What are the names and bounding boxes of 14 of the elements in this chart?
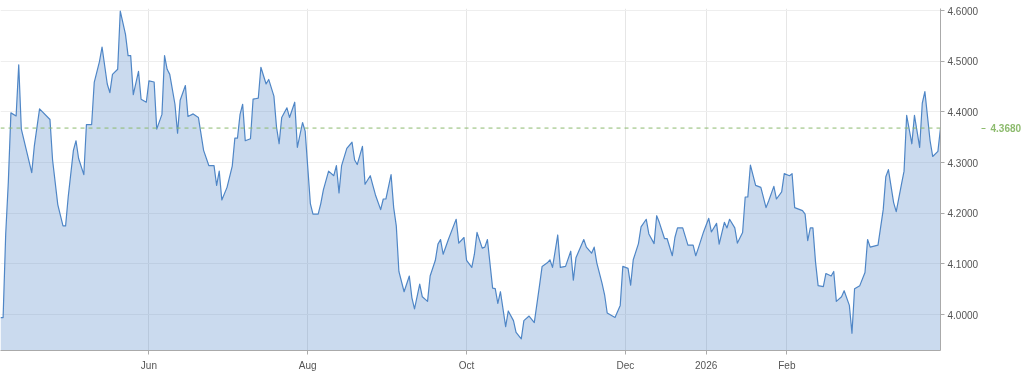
x-tick-label: 2026 (695, 359, 718, 371)
y-tick-label: 4.5000 (947, 56, 979, 68)
x-tick-label: Oct (458, 359, 475, 371)
y-tick-label: 4.3000 (947, 157, 979, 169)
y-tick-label: 4.1000 (947, 258, 979, 270)
x-tick-label: Jun (140, 359, 157, 371)
x-tick-label: Dec (616, 359, 635, 371)
y-tick-label: 4.4000 (947, 106, 979, 118)
x-tick-label: Aug (298, 359, 317, 371)
x-tick-label: Feb (778, 359, 796, 371)
y-tick-label: 4.0000 (947, 309, 979, 321)
ref-line-label: 4.3680 (990, 123, 1022, 135)
y-tick-label: 4.2000 (947, 208, 979, 220)
y-tick-label: 4.6000 (947, 5, 979, 17)
